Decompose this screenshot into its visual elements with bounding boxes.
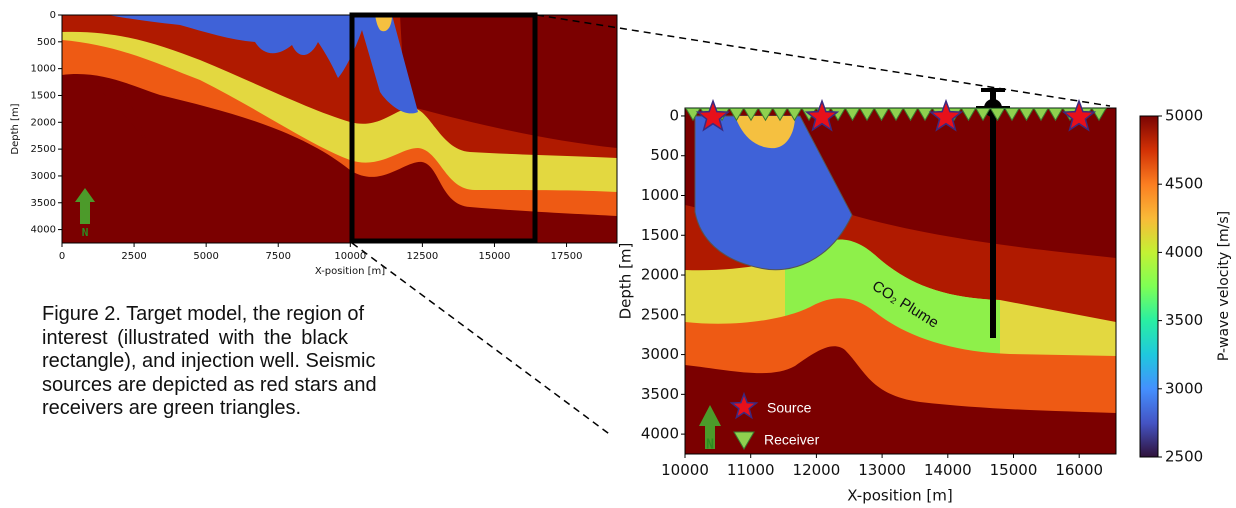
y-axis-label: Depth [m] <box>10 103 21 154</box>
y-tick-label: 2500 <box>641 305 679 323</box>
x-tick-label: 17500 <box>551 251 583 262</box>
source <box>928 98 964 132</box>
receiver <box>989 107 1006 122</box>
north-arrow-head <box>699 405 721 426</box>
receiver <box>859 107 875 122</box>
colorbar-tick-label: 4000 <box>1165 243 1203 261</box>
legend-label: Receiver <box>764 432 820 448</box>
y-tick-label: 1500 <box>641 226 679 244</box>
y-axis-label: Depth [m] <box>617 243 635 320</box>
receiver <box>685 107 701 122</box>
receiver <box>757 107 774 122</box>
receiver <box>1091 107 1107 122</box>
zoom-line <box>351 242 613 437</box>
x-tick-label: 10000 <box>334 251 366 262</box>
y-tick-label: 3500 <box>641 385 679 403</box>
receiver <box>1047 107 1064 122</box>
north-label: N <box>706 438 714 453</box>
receiver <box>1004 107 1020 122</box>
colorbar <box>1139 115 1159 458</box>
x-tick-label: 11000 <box>727 461 775 479</box>
colorbar-label: P-wave velocity [m/s] <box>1216 211 1232 361</box>
x-tick-label: 2500 <box>121 251 146 262</box>
receiver <box>844 107 861 122</box>
receiver <box>1018 107 1035 122</box>
colorbar-tick-label: 3500 <box>1165 311 1203 329</box>
colorbar-tick-label: 5000 <box>1165 107 1203 125</box>
north-arrow <box>80 200 90 224</box>
caption-line: rectangle), and injection well. Seismic <box>42 350 376 372</box>
colorbar-tick-label: 2500 <box>1165 448 1203 466</box>
source <box>695 98 731 132</box>
source <box>1061 98 1097 132</box>
x-tick-label: 13000 <box>858 461 906 479</box>
y-tick-label: 2000 <box>31 117 56 128</box>
colorbar-tick-label: 3000 <box>1165 379 1203 397</box>
receiver <box>917 107 933 122</box>
region-rectangle <box>349 12 538 244</box>
receiver <box>902 107 919 122</box>
caption: Figure 2. Target model, the region of in… <box>42 303 377 421</box>
x-axis-label: X-position [m] <box>315 266 385 277</box>
colorbar-tick-label: 4500 <box>1165 175 1203 193</box>
legend-label: Source <box>767 400 812 416</box>
receiver <box>873 107 890 122</box>
receiver <box>975 107 991 122</box>
right-model <box>685 108 1116 454</box>
x-tick-label: 10000 <box>661 461 709 479</box>
source <box>804 98 840 132</box>
receiver <box>743 107 759 122</box>
y-tick-label: 2000 <box>641 266 679 284</box>
y-tick-label: 500 <box>37 37 56 48</box>
receiver <box>772 107 788 122</box>
x-tick-label: 15000 <box>990 461 1038 479</box>
north-label: N <box>82 226 89 239</box>
left-model <box>62 15 617 243</box>
x-tick-label: 0 <box>59 251 65 262</box>
y-tick-label: 3500 <box>31 198 56 209</box>
caption-line: sources are depicted as red stars and <box>42 373 377 396</box>
legend-source <box>729 391 759 420</box>
left-frame <box>61 14 618 244</box>
y-tick-label: 3000 <box>31 171 56 182</box>
receiver <box>786 107 803 122</box>
x-tick-label: 12000 <box>793 461 841 479</box>
x-tick-label: 15000 <box>479 251 511 262</box>
zoom-line <box>536 14 1111 107</box>
y-tick-label: 0 <box>669 106 679 124</box>
x-tick-label: 5000 <box>193 251 218 262</box>
y-tick-label: 3000 <box>641 345 679 363</box>
x-tick-label: 16000 <box>1055 461 1103 479</box>
receiver <box>728 107 745 122</box>
caption-line: Figure 2. Target model, the region of <box>42 303 365 325</box>
caption-line: interest (illustrated with the black <box>42 326 348 349</box>
y-tick-label: 0 <box>50 10 56 21</box>
caption-line: receivers are green triangles. <box>42 397 302 419</box>
y-tick-label: 1000 <box>31 64 56 75</box>
y-tick-label: 1000 <box>641 186 679 204</box>
legend-receiver <box>733 431 755 450</box>
y-tick-label: 4000 <box>641 425 679 443</box>
x-axis-label: X-position [m] <box>847 487 952 505</box>
receiver <box>1033 107 1049 122</box>
x-tick-label: 12500 <box>406 251 438 262</box>
north-arrow <box>705 425 715 449</box>
y-tick-label: 1500 <box>31 90 56 101</box>
north-arrow-head <box>75 188 95 202</box>
y-tick-label: 4000 <box>31 225 56 236</box>
receiver <box>888 107 904 122</box>
y-tick-label: 500 <box>650 146 679 164</box>
x-tick-label: 14000 <box>924 461 972 479</box>
y-tick-label: 2500 <box>31 144 56 155</box>
x-tick-label: 7500 <box>266 251 291 262</box>
receiver <box>960 107 977 122</box>
